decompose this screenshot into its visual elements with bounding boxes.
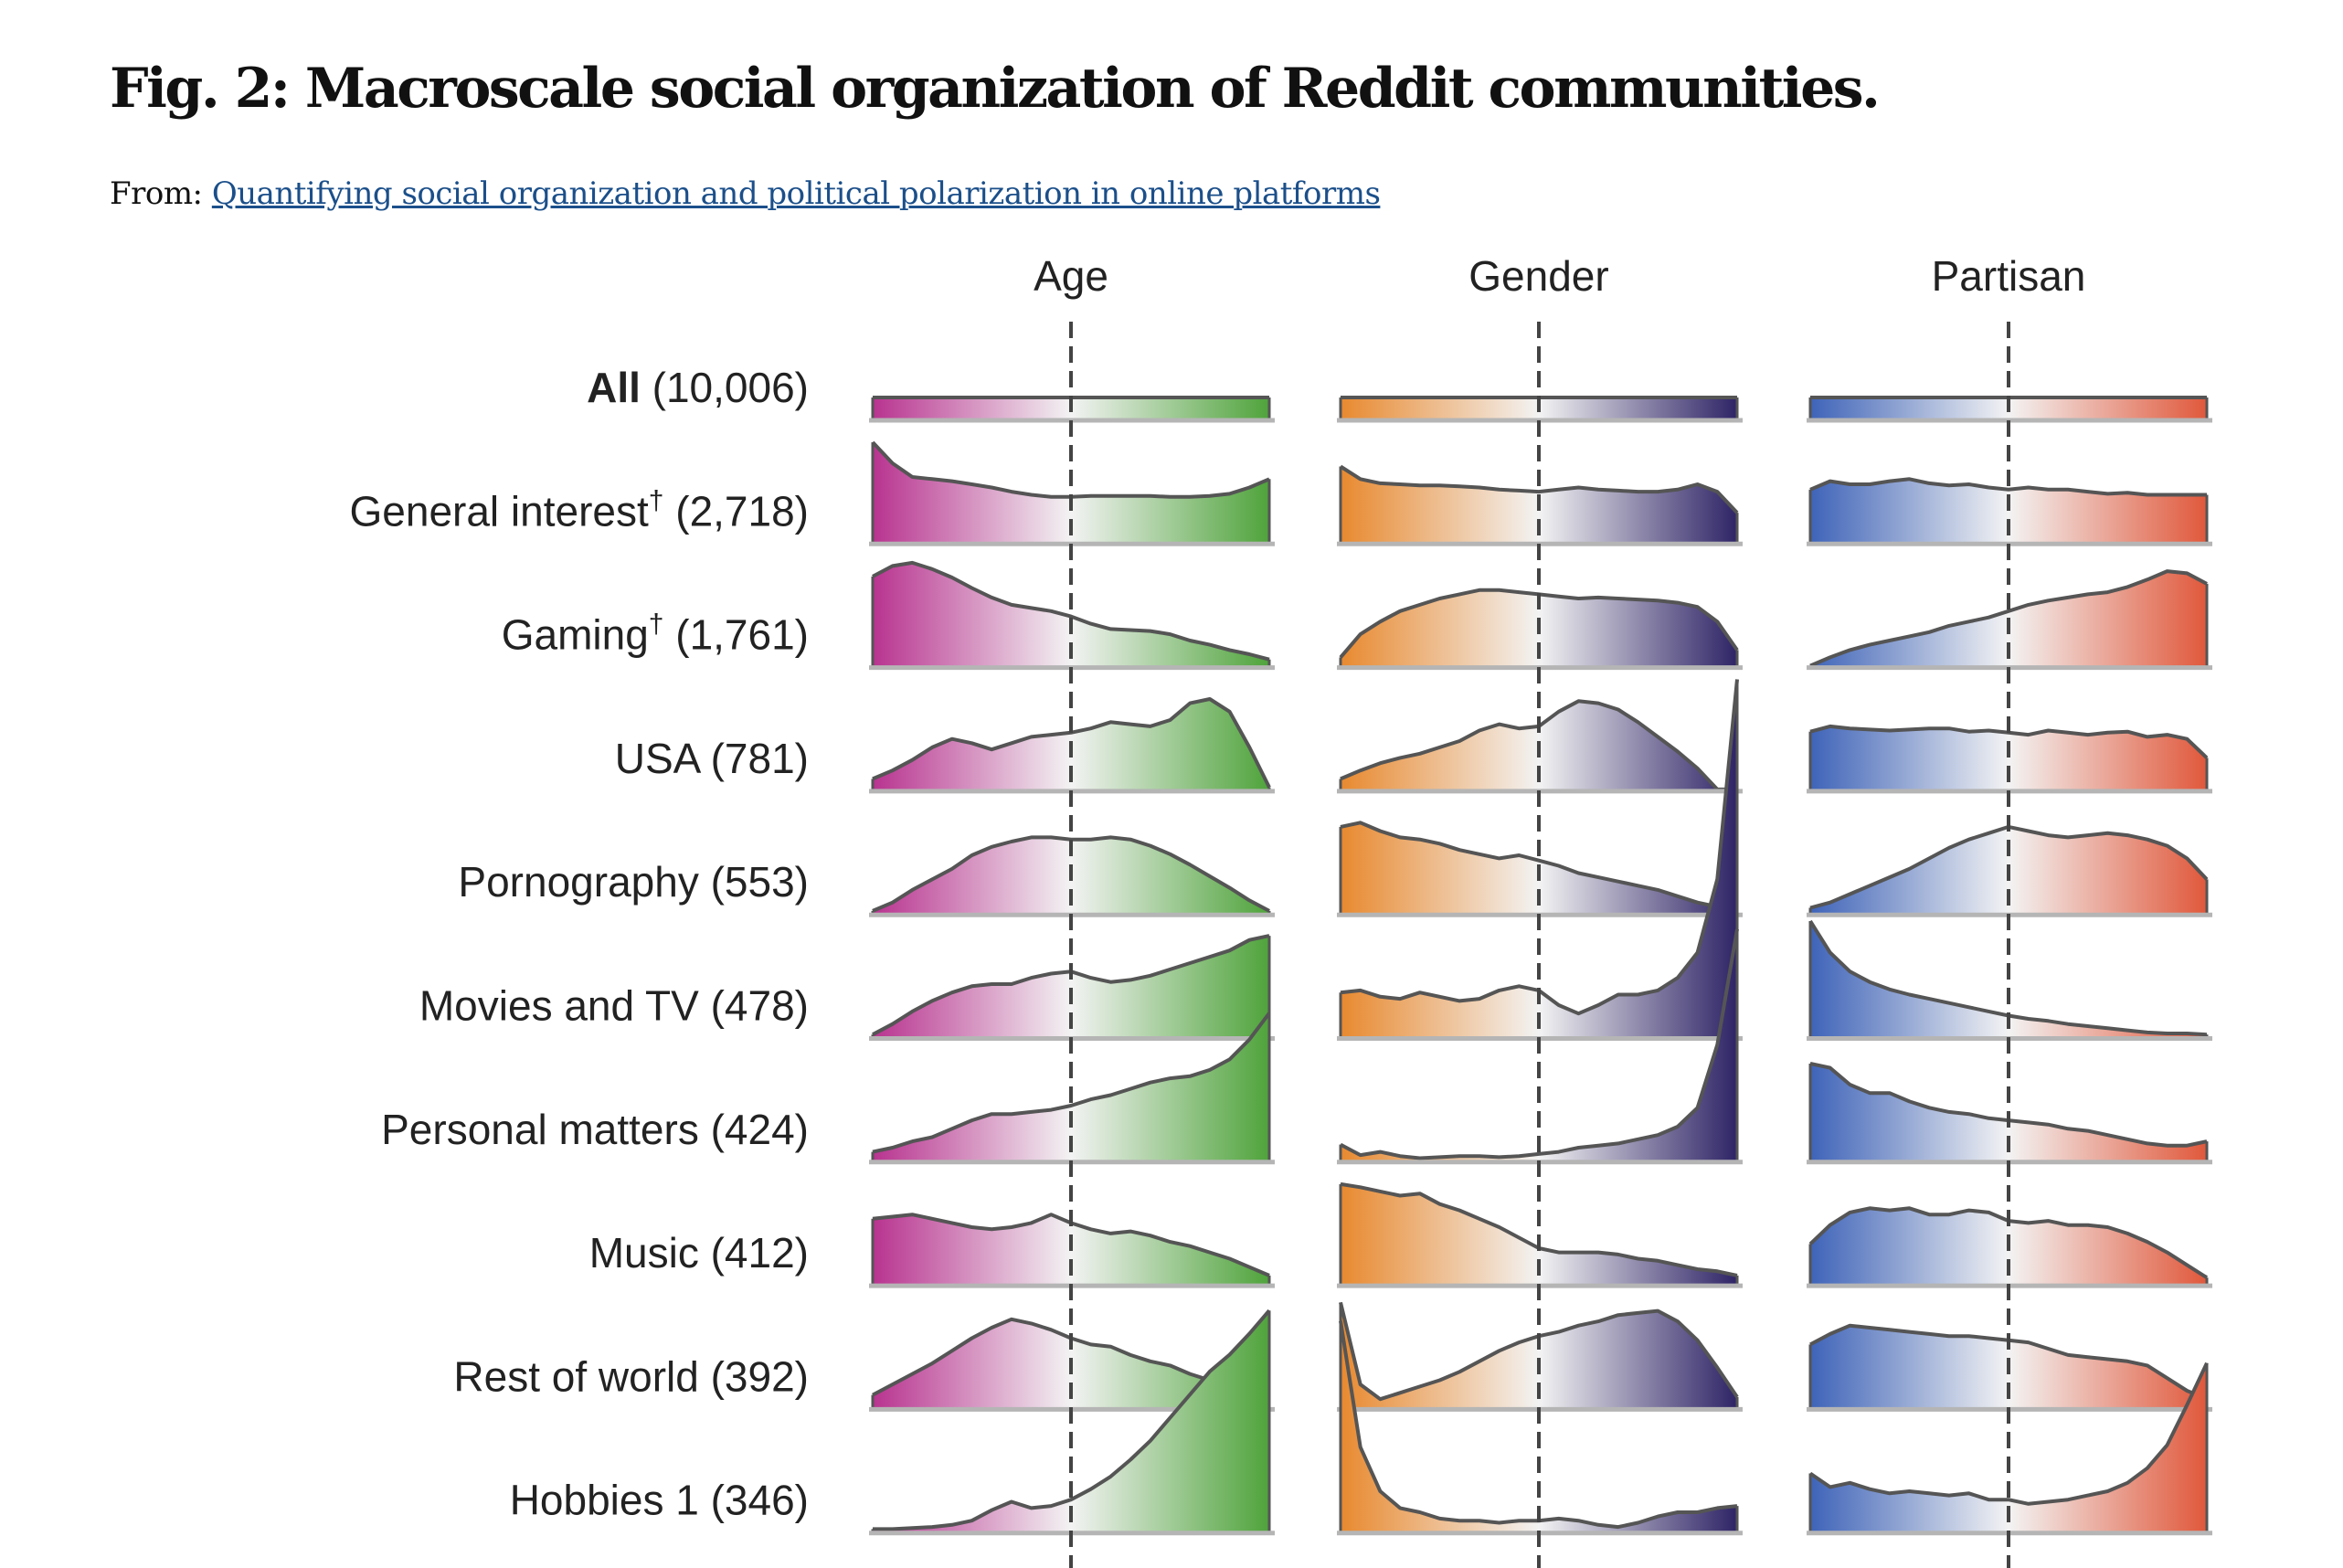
row-label: Movies and TV (478) [419, 982, 809, 1030]
density-line-gender [1339, 464, 1739, 514]
density-line-age [872, 560, 1270, 662]
density-area-gender [1341, 928, 1737, 1160]
density-area-gender [1341, 679, 1737, 1037]
row-label: Rest of world (392) [453, 1352, 809, 1400]
density-line-age [872, 1012, 1271, 1154]
row-label: All (10,006) [587, 364, 809, 411]
density-line-gender [1340, 821, 1738, 911]
density-area-age [873, 936, 1269, 1037]
row-label: Hobbies 1 (346) [510, 1477, 809, 1524]
density-area-partisan [1810, 1362, 2207, 1531]
row-label: Pornography (553) [458, 858, 809, 906]
density-line-partisan [1809, 569, 2208, 668]
density-area-age [873, 442, 1269, 543]
density-area-gender [1341, 1320, 1737, 1531]
row-label: Personal matters (424) [381, 1106, 809, 1153]
figure-title: Fig. 2: Macroscale social organization o… [110, 57, 1881, 121]
density-area-age [873, 1012, 1269, 1160]
density-area-age [873, 1310, 1269, 1531]
panel-header-gender: Gender [1468, 252, 1608, 300]
density-area-partisan [1810, 726, 2207, 789]
density-line-partisan [1808, 1361, 2209, 1506]
row-labels: All (10,006) General interest† (2,718) Gam… [350, 364, 810, 1524]
density-line-age [872, 835, 1270, 913]
density-line-gender [1340, 928, 1739, 1160]
row-label: Music (412) [589, 1229, 809, 1277]
density-line-age [873, 1308, 1271, 1531]
panel-header-age: Age [1034, 252, 1108, 300]
from-label: From: [110, 175, 203, 212]
panel-header-partisan: Partisan [1932, 252, 2086, 300]
row-label: Gaming† (1,761) [502, 609, 809, 659]
source-article-link[interactable]: Quantifying social organization and poli… [211, 175, 1381, 212]
row-label: USA (781) [615, 735, 809, 782]
figure-source-line: From: Quantifying social organization an… [110, 175, 1381, 212]
density-area-partisan [1810, 921, 2207, 1037]
row-label: General interest† (2,718) [350, 485, 810, 535]
density-line-partisan [1809, 477, 2207, 497]
panels: Age Gender Partisan [869, 252, 2212, 1568]
